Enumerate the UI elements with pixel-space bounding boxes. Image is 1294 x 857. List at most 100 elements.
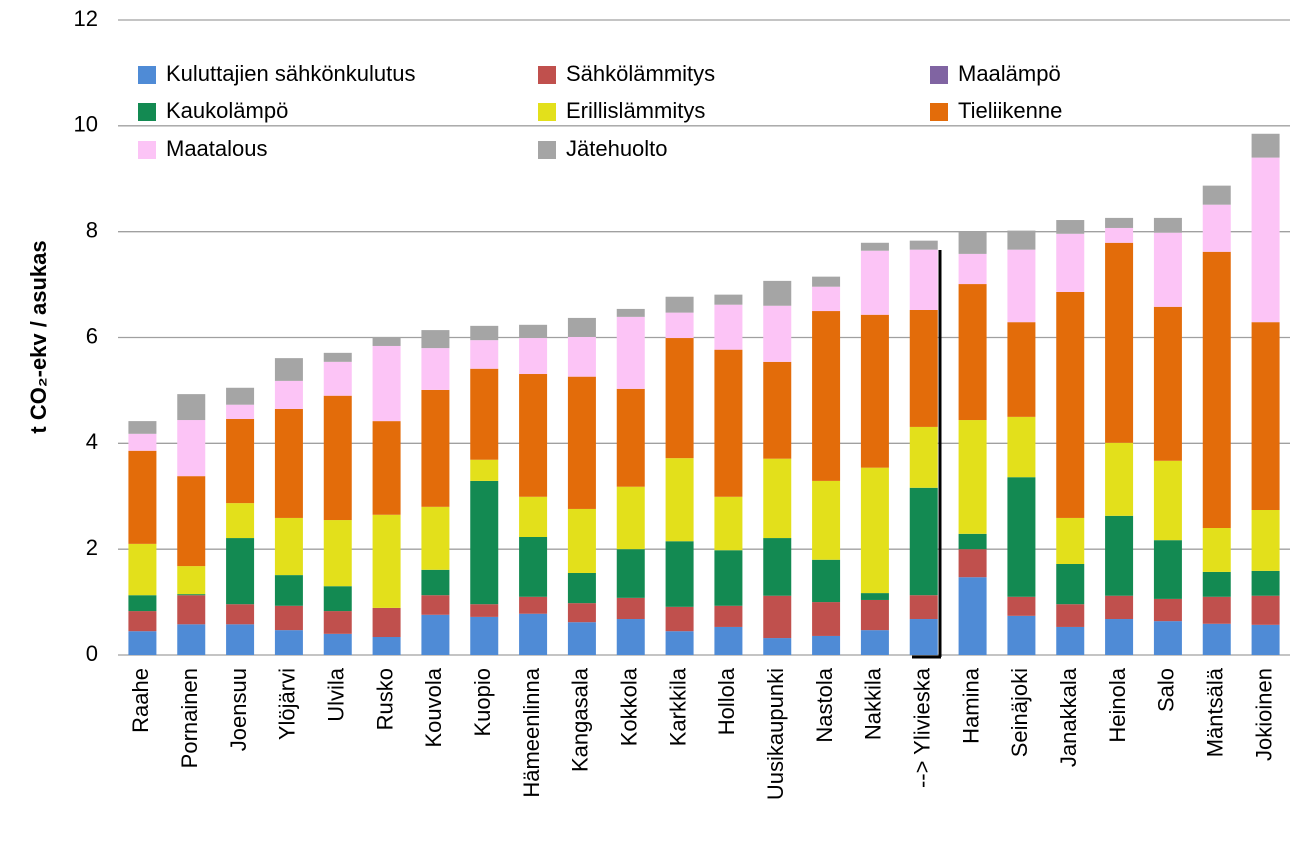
y-tick-label: 2 bbox=[86, 535, 98, 560]
bar-segment bbox=[177, 476, 206, 567]
bar-segment bbox=[519, 613, 548, 655]
bar-segment bbox=[323, 361, 352, 396]
bar-segment bbox=[421, 614, 450, 655]
bar-segment bbox=[860, 593, 889, 600]
bar-segment bbox=[323, 352, 352, 362]
bar-segment bbox=[128, 433, 157, 451]
bar-segment bbox=[421, 389, 450, 507]
bar-segment bbox=[567, 376, 596, 509]
bar-segment bbox=[470, 616, 499, 655]
bar-segment bbox=[1056, 233, 1085, 292]
bar-segment bbox=[1153, 460, 1182, 541]
x-tick-label: Kangasala bbox=[568, 667, 593, 772]
bar-segment bbox=[1007, 249, 1036, 323]
bar-segment bbox=[470, 325, 499, 341]
y-tick-label: 0 bbox=[86, 641, 98, 666]
bar-segment bbox=[1251, 595, 1280, 625]
bar-segment bbox=[128, 595, 157, 612]
x-tick-label: Nastola bbox=[812, 667, 837, 742]
y-tick-label: 8 bbox=[86, 217, 98, 242]
bar-segment bbox=[226, 604, 255, 625]
bar-segment bbox=[616, 597, 645, 620]
bar-segment bbox=[128, 631, 157, 655]
legend-swatch bbox=[538, 141, 556, 159]
bar-segment bbox=[323, 395, 352, 521]
bar-segment bbox=[1105, 217, 1134, 228]
bar-segment bbox=[958, 533, 987, 550]
x-tick-label: Kouvola bbox=[421, 667, 446, 747]
bar-segment bbox=[1153, 540, 1182, 599]
x-tick-label: Pornainen bbox=[177, 668, 202, 768]
bar-segment bbox=[567, 603, 596, 623]
x-tick-label: --> Ylivieska bbox=[910, 667, 935, 788]
x-tick-label: Kuopio bbox=[470, 668, 495, 737]
bar-segment bbox=[323, 611, 352, 634]
bar-segment bbox=[372, 514, 401, 608]
legend-label: Kaukolämpö bbox=[166, 98, 288, 123]
bar-segment bbox=[1202, 528, 1231, 572]
bar-segment bbox=[226, 387, 255, 405]
bar-segment bbox=[177, 595, 206, 625]
bar-segment bbox=[1007, 416, 1036, 478]
bar-segment bbox=[1202, 251, 1231, 528]
bar-segment bbox=[1007, 477, 1036, 597]
bar-segment bbox=[177, 420, 206, 477]
bar-segment bbox=[616, 549, 645, 598]
bar-segment bbox=[274, 358, 303, 381]
bar-segment bbox=[909, 595, 938, 620]
bar-segment bbox=[1105, 515, 1134, 596]
bar-segment bbox=[323, 633, 352, 655]
bar-segment bbox=[128, 450, 157, 544]
x-tick-label: Karkkila bbox=[665, 667, 690, 746]
bar-segment bbox=[226, 503, 255, 539]
bar-segment bbox=[860, 599, 889, 631]
bar-segment bbox=[1007, 615, 1036, 655]
bar-segment bbox=[1251, 570, 1280, 596]
bar-segment bbox=[567, 622, 596, 655]
bar-segment bbox=[519, 536, 548, 597]
bar-segment bbox=[226, 418, 255, 504]
y-tick-label: 6 bbox=[86, 323, 98, 348]
bar-segment bbox=[226, 624, 255, 655]
bar-segment bbox=[421, 595, 450, 615]
bar-segment bbox=[470, 340, 499, 369]
x-tick-label: Rusko bbox=[372, 668, 397, 730]
bar-segment bbox=[616, 619, 645, 655]
bar-segment bbox=[1153, 621, 1182, 655]
bar-segment bbox=[763, 361, 792, 459]
bar-segment bbox=[372, 637, 401, 655]
legend-label: Kuluttajien sähkönkulutus bbox=[166, 61, 416, 86]
bar-segment bbox=[714, 605, 743, 627]
bar-segment bbox=[714, 550, 743, 606]
bar-segment bbox=[1251, 624, 1280, 655]
y-tick-label: 4 bbox=[86, 429, 98, 454]
bar-segment bbox=[665, 631, 694, 655]
bar-segment bbox=[665, 312, 694, 339]
bar-segment bbox=[519, 338, 548, 375]
bar-segment bbox=[665, 458, 694, 542]
bar-segment bbox=[421, 569, 450, 596]
bar-segment bbox=[1007, 322, 1036, 417]
x-tick-label: Hämeenlinna bbox=[519, 667, 544, 797]
bar-segment bbox=[714, 304, 743, 350]
bar-segment bbox=[1105, 242, 1134, 443]
x-tick-label: Ulvila bbox=[324, 667, 349, 722]
legend-swatch bbox=[538, 66, 556, 84]
bar-segment bbox=[177, 594, 206, 596]
bar-segment bbox=[909, 240, 938, 250]
legend-label: Maatalous bbox=[166, 136, 268, 161]
bar-segment bbox=[958, 420, 987, 534]
bar-segment bbox=[909, 309, 938, 427]
y-tick-label: 10 bbox=[74, 112, 98, 137]
bar-segment bbox=[909, 249, 938, 310]
bar-segment bbox=[616, 388, 645, 487]
bar-segment bbox=[1202, 623, 1231, 655]
legend-label: Maalämpö bbox=[958, 61, 1061, 86]
bar-segment bbox=[1202, 185, 1231, 205]
grid bbox=[118, 19, 1290, 656]
bar-segment bbox=[1105, 595, 1134, 620]
bar-segment bbox=[1153, 598, 1182, 622]
bar-segment bbox=[1153, 217, 1182, 233]
bar-segment bbox=[567, 572, 596, 604]
